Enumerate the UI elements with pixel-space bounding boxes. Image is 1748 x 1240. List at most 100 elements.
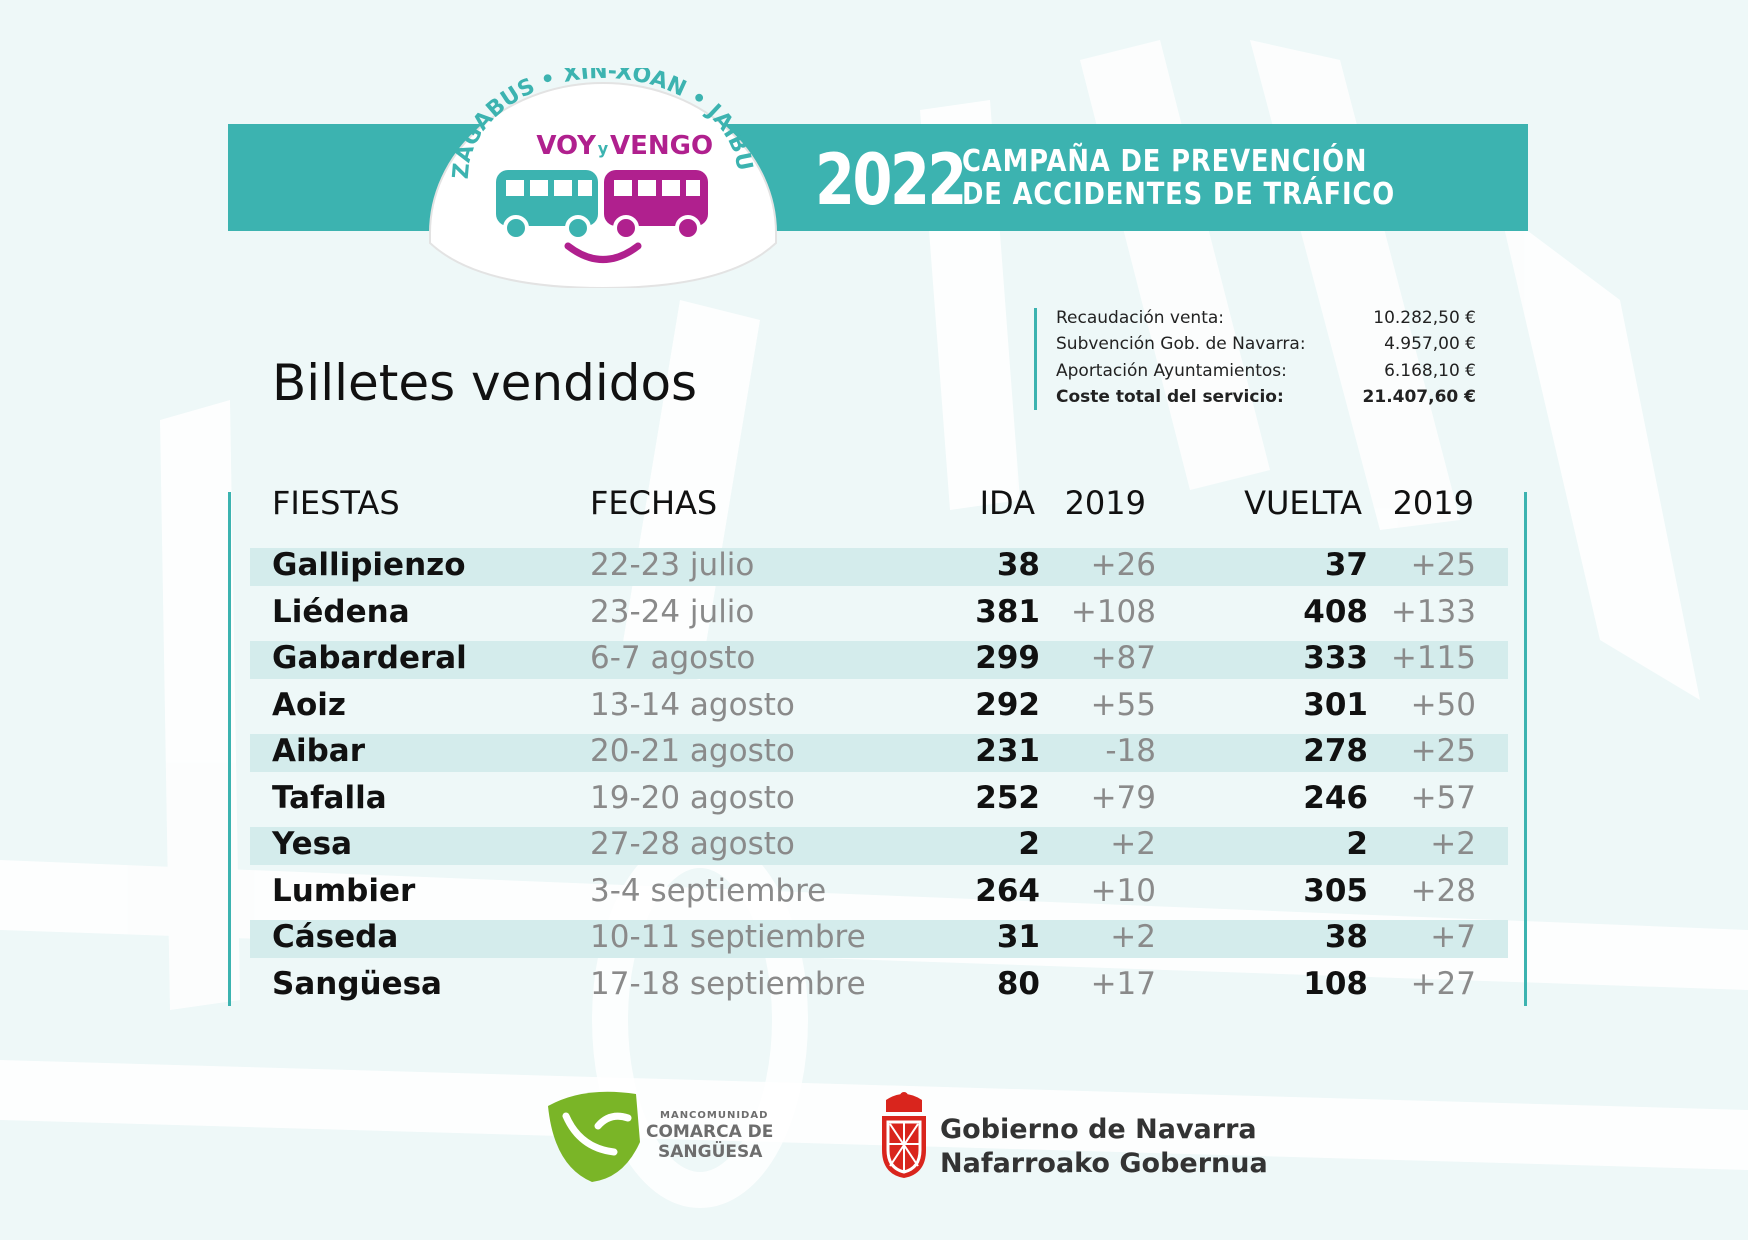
cell-fiesta: Liédena <box>272 593 410 630</box>
cell-ida-2019: -18 <box>1105 733 1156 769</box>
cell-vuelta: 278 <box>1303 733 1368 769</box>
cell-vuelta: 38 <box>1324 919 1368 955</box>
cell-vuelta: 305 <box>1303 872 1368 909</box>
cell-ida-2019: +17 <box>1090 965 1156 1002</box>
table-row: Sangüesa 17-18 septiembre 80 +17 108 +27 <box>250 966 1508 1005</box>
logo-vengo: VENGO <box>610 131 713 161</box>
cell-fecha: 23-24 julio <box>590 593 755 630</box>
summary-label: Aportación Ayuntamientos: <box>1056 361 1287 381</box>
gobierno-navarra-label: Gobierno de Navarra <box>940 1114 1257 1145</box>
cell-vuelta: 408 <box>1303 593 1368 630</box>
mancomunidad-line1: COMARCA DE <box>646 1122 774 1142</box>
cell-fiesta: Aoiz <box>272 686 346 723</box>
cell-vuelta: 333 <box>1303 640 1368 676</box>
header-ida: IDA <box>979 484 1035 522</box>
header-vuelta-2019: 2019 <box>1392 484 1474 522</box>
cell-vuelta-2019: +133 <box>1390 593 1476 630</box>
cell-vuelta-2019: +25 <box>1410 547 1476 583</box>
cell-ida: 80 <box>996 965 1040 1002</box>
table-row: Yesa 27-28 agosto 2 +2 2 +2 <box>250 826 1508 865</box>
header-ida-2019: 2019 <box>1064 484 1146 522</box>
summary-label: Recaudación venta: <box>1056 308 1225 328</box>
banner-year: 2022 <box>815 139 967 221</box>
cell-fecha: 20-21 agosto <box>590 733 795 769</box>
cell-fecha: 22-23 julio <box>590 547 755 583</box>
cell-fiesta: Sangüesa <box>272 965 442 1002</box>
table-row: Gallipienzo 22-23 julio 38 +26 37 +25 <box>250 547 1508 586</box>
table-row: Lumbier 3-4 septiembre 264 +10 305 +28 <box>250 873 1508 912</box>
header-vuelta: VUELTA <box>1244 484 1362 522</box>
cell-fecha: 10-11 septiembre <box>590 919 866 955</box>
cell-fiesta: Gallipienzo <box>272 547 466 583</box>
cell-fecha: 19-20 agosto <box>590 779 795 816</box>
summary-value: 4.957,00 € <box>1384 334 1476 354</box>
summary-value: 6.168,10 € <box>1384 361 1476 381</box>
summary-label: Coste total del servicio: <box>1056 387 1284 407</box>
summary-value: 21.407,60 € <box>1362 387 1476 407</box>
cell-ida-2019: +26 <box>1090 547 1156 583</box>
summary-row-subvencion: Subvención Gob. de Navarra: 4.957,00 € <box>1056 334 1476 360</box>
mancomunidad-logo-icon <box>548 1091 640 1182</box>
cell-vuelta: 246 <box>1303 779 1368 816</box>
mancomunidad-line2: SANGÜESA <box>658 1142 763 1162</box>
cell-ida: 252 <box>975 779 1040 816</box>
cell-fecha: 6-7 agosto <box>590 640 756 676</box>
teal-bus-icon <box>496 170 598 241</box>
cell-vuelta-2019: +2 <box>1430 826 1476 862</box>
cell-fecha: 3-4 septiembre <box>590 872 827 909</box>
cell-vuelta-2019: +27 <box>1410 965 1476 1002</box>
cell-fiesta: Yesa <box>272 826 352 862</box>
cell-vuelta: 37 <box>1324 547 1368 583</box>
summary-label: Subvención Gob. de Navarra: <box>1056 334 1306 354</box>
banner-title-line1: CAMPAÑA DE PREVENCIÓN <box>962 144 1368 179</box>
magenta-bus-icon <box>604 170 708 241</box>
cell-vuelta-2019: +7 <box>1430 919 1476 955</box>
cell-ida: 38 <box>996 547 1040 583</box>
table-row: Cáseda 10-11 septiembre 31 +2 38 +7 <box>250 919 1508 958</box>
cell-vuelta-2019: +25 <box>1410 733 1476 769</box>
cell-ida: 264 <box>975 872 1040 909</box>
header-fiestas: FIESTAS <box>272 484 400 522</box>
cell-fiesta: Tafalla <box>272 779 387 816</box>
cell-ida: 381 <box>975 593 1040 630</box>
logo-y: y <box>598 139 609 158</box>
navarra-coat-of-arms-icon <box>882 1092 926 1178</box>
cell-vuelta-2019: +28 <box>1410 872 1476 909</box>
summary-row-aportacion: Aportación Ayuntamientos: 6.168,10 € <box>1056 361 1476 387</box>
cell-fiesta: Cáseda <box>272 919 399 955</box>
cell-vuelta: 2 <box>1346 826 1368 862</box>
logo-voy: VOY <box>536 131 597 161</box>
cell-vuelta: 301 <box>1303 686 1368 723</box>
cell-vuelta: 108 <box>1303 965 1368 1002</box>
cell-ida-2019: +2 <box>1110 919 1156 955</box>
cell-vuelta-2019: +50 <box>1410 686 1476 723</box>
cell-ida-2019: +2 <box>1110 826 1156 862</box>
voy-y-vengo-logo: IZAGABUS • XIN-XOAN • JAIBUS VOY y VENGO <box>428 68 777 288</box>
summary-accent-bar <box>1034 308 1037 410</box>
table-row: Tafalla 19-20 agosto 252 +79 246 +57 <box>250 780 1508 819</box>
cell-ida-2019: +108 <box>1070 593 1156 630</box>
cell-ida-2019: +55 <box>1090 686 1156 723</box>
table-left-border <box>228 492 231 1006</box>
table-row: Liédena 23-24 julio 381 +108 408 +133 <box>250 594 1508 633</box>
smile-icon <box>564 242 642 263</box>
cell-ida-2019: +79 <box>1090 779 1156 816</box>
cell-fiesta: Gabarderal <box>272 640 467 676</box>
cell-ida: 31 <box>996 919 1040 955</box>
cell-fiesta: Aibar <box>272 733 366 769</box>
table-right-border <box>1524 492 1527 1006</box>
cell-vuelta-2019: +57 <box>1410 779 1476 816</box>
summary-row-recaudacion: Recaudación venta: 10.282,50 € <box>1056 308 1476 334</box>
cell-fecha: 17-18 septiembre <box>590 965 866 1002</box>
cell-ida: 2 <box>1018 826 1040 862</box>
cell-fecha: 13-14 agosto <box>590 686 795 723</box>
cell-ida: 292 <box>975 686 1040 723</box>
banner-title-line2: DE ACCIDENTES DE TRÁFICO <box>962 177 1396 212</box>
cell-ida-2019: +87 <box>1090 640 1156 676</box>
nafarroako-gobernua-label: Nafarroako Gobernua <box>940 1148 1268 1179</box>
cell-ida: 231 <box>975 733 1040 769</box>
cell-ida-2019: +10 <box>1090 872 1156 909</box>
mancomunidad-small-label: MANCOMUNIDAD <box>660 1110 769 1121</box>
table-row: Gabarderal 6-7 agosto 299 +87 333 +115 <box>250 640 1508 679</box>
table-row: Aoiz 13-14 agosto 292 +55 301 +50 <box>250 687 1508 726</box>
